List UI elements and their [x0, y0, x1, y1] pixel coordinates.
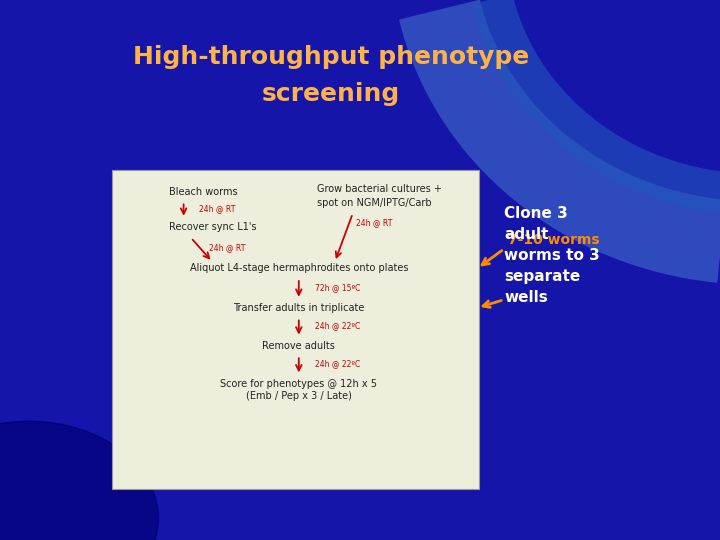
FancyBboxPatch shape: [112, 170, 479, 489]
Text: Grow bacterial cultures +: Grow bacterial cultures +: [317, 184, 441, 194]
Text: Bleach worms: Bleach worms: [169, 187, 238, 197]
Text: 24h @ RT: 24h @ RT: [199, 204, 236, 213]
Text: screening: screening: [262, 83, 400, 106]
Text: Clone 3
adult
worms to 3
separate
wells: Clone 3 adult worms to 3 separate wells: [504, 206, 600, 305]
Circle shape: [0, 421, 158, 540]
Text: (Emb / Pep x 3 / Late): (Emb / Pep x 3 / Late): [246, 392, 352, 401]
Text: 72h @ 15ºC: 72h @ 15ºC: [315, 283, 360, 292]
Text: Score for phenotypes @ 12h x 5: Score for phenotypes @ 12h x 5: [220, 380, 377, 389]
Text: Remove adults: Remove adults: [262, 341, 336, 350]
Text: 24h @ RT: 24h @ RT: [209, 243, 246, 252]
Text: 24h @ 22ºC: 24h @ 22ºC: [315, 359, 360, 368]
Text: High-throughput phenotype: High-throughput phenotype: [133, 45, 529, 69]
Text: 24h @ RT: 24h @ RT: [356, 219, 393, 227]
Text: 7-10 worms: 7-10 worms: [508, 233, 599, 247]
Text: Recover sync L1's: Recover sync L1's: [169, 222, 257, 232]
Text: spot on NGM/IPTG/Carb: spot on NGM/IPTG/Carb: [317, 198, 431, 207]
Text: Aliquot L4-stage hermaphrodites onto plates: Aliquot L4-stage hermaphrodites onto pla…: [189, 264, 408, 273]
Text: 24h @ 22ºC: 24h @ 22ºC: [315, 321, 360, 330]
Text: Transfer adults in triplicate: Transfer adults in triplicate: [233, 303, 364, 313]
